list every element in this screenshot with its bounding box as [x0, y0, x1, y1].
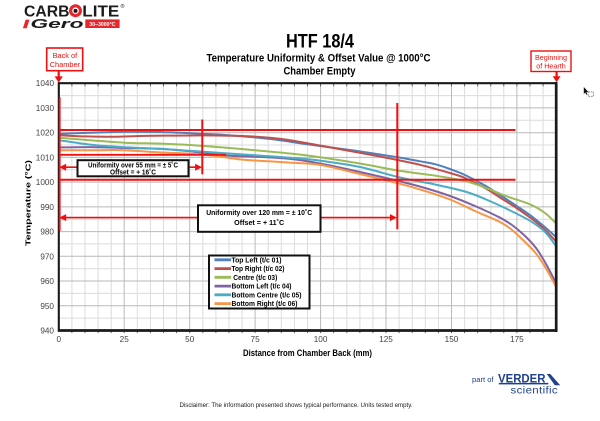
svg-text:75: 75 [251, 335, 261, 344]
svg-text:950: 950 [40, 302, 54, 311]
svg-text:50: 50 [185, 335, 195, 344]
svg-text:CARB: CARB [24, 3, 70, 20]
svg-text:Uniformity over 120 mm = ± 10˚: Uniformity over 120 mm = ± 10˚C [206, 209, 312, 217]
svg-text:100: 100 [314, 335, 328, 344]
svg-text:Centre (t/c 03): Centre (t/c 03) [233, 273, 277, 282]
svg-text:Back of: Back of [53, 51, 79, 60]
svg-text:1020: 1020 [36, 129, 55, 138]
svg-text:1030: 1030 [36, 104, 55, 113]
svg-text:125: 125 [379, 335, 393, 344]
svg-text:Top Left (t/c 01): Top Left (t/c 01) [232, 255, 282, 264]
svg-text:150: 150 [445, 335, 459, 344]
svg-text:1040: 1040 [36, 79, 55, 88]
svg-text:175: 175 [510, 335, 524, 344]
svg-text:Beginning: Beginning [535, 53, 567, 62]
svg-text:970: 970 [40, 252, 54, 261]
svg-text:part of: part of [472, 375, 494, 384]
svg-text:of Hearth: of Hearth [536, 61, 566, 70]
svg-text:Disclaimer: The information p: Disclaimer: The information presented sh… [180, 402, 413, 409]
svg-text:30–3000°C: 30–3000°C [89, 22, 115, 28]
svg-text:1000: 1000 [36, 178, 55, 187]
svg-text:25: 25 [120, 335, 130, 344]
svg-text:LITE: LITE [82, 3, 119, 20]
svg-text:Chamber Empty: Chamber Empty [284, 66, 357, 78]
svg-text:0: 0 [57, 335, 62, 344]
svg-text:scientific: scientific [511, 385, 559, 396]
svg-text:1010: 1010 [36, 153, 55, 162]
svg-text:Temperature Uniformity & Offse: Temperature Uniformity & Offset Value @ … [207, 53, 431, 65]
svg-text:Top Right (t/c 02): Top Right (t/c 02) [232, 264, 285, 273]
svg-text:Bottom Left (t/c 04): Bottom Left (t/c 04) [232, 282, 292, 291]
svg-text:HTF 18/4: HTF 18/4 [286, 32, 354, 53]
svg-text:Bottom Right (t/c 06): Bottom Right (t/c 06) [232, 299, 298, 308]
svg-text:980: 980 [40, 228, 54, 237]
svg-text:Distance from Chamber Back (mm: Distance from Chamber Back (mm) [243, 348, 372, 358]
svg-text:®: ® [121, 3, 125, 10]
svg-text:Uniformity over 55 mm = ± 5˚C: Uniformity over 55 mm = ± 5˚C [88, 161, 178, 169]
svg-text:940: 940 [40, 327, 54, 336]
svg-text:990: 990 [40, 203, 54, 212]
svg-text:Bottom Centre (t/c 05): Bottom Centre (t/c 05) [232, 290, 302, 299]
svg-text:960: 960 [40, 277, 54, 286]
svg-text:VERDER: VERDER [498, 372, 546, 385]
svg-text:Temperature (°C): Temperature (°C) [24, 159, 33, 246]
svg-text:Offset = + 16˚C: Offset = + 16˚C [110, 169, 156, 177]
svg-text:Gero: Gero [31, 16, 84, 31]
svg-text:Offset = + 11˚C: Offset = + 11˚C [234, 219, 284, 227]
svg-text:Chamber: Chamber [50, 60, 81, 69]
